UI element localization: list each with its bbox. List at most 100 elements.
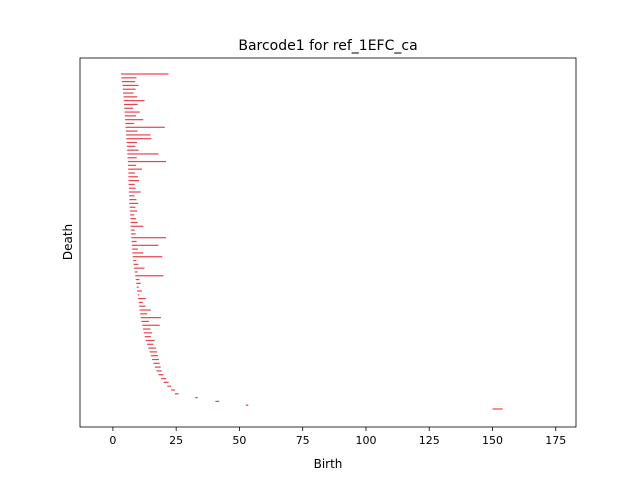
barcode-bar: [128, 164, 137, 166]
barcode-bar: [150, 355, 158, 357]
barcode-bar: [120, 73, 169, 75]
barcode-bar: [128, 183, 135, 185]
barcode-bar: [125, 130, 138, 132]
barcode-bar: [128, 176, 138, 178]
barcode-bar: [130, 225, 144, 227]
barcode-bar: [128, 191, 141, 193]
barcode-bar: [138, 298, 146, 300]
barcode-bar: [128, 179, 140, 182]
barcode-bar: [136, 286, 139, 288]
barcode-bar: [134, 267, 145, 269]
barcode-bar: [135, 278, 140, 281]
barcode-bar: [126, 145, 136, 147]
barcode-bar: [152, 358, 159, 361]
barcode-bar: [130, 218, 136, 220]
barcode-bar: [156, 370, 162, 372]
barcode-bar: [133, 263, 139, 265]
barcode-bar: [129, 195, 135, 197]
chart-title: Barcode1 for ref_1EFC_ca: [238, 38, 417, 54]
barcode-bar: [123, 92, 134, 94]
x-tick-label: 175: [545, 434, 566, 447]
barcode-bar: [122, 84, 139, 87]
barcode-bar: [139, 305, 146, 307]
barcode-bar: [127, 149, 139, 151]
barcode-bar: [129, 199, 137, 201]
barcode-bar: [128, 187, 136, 189]
barcode-bar: [137, 290, 142, 292]
barcode-bar: [128, 168, 142, 170]
barcode-bar: [126, 134, 151, 136]
x-tick-label: 50: [232, 434, 246, 447]
barcode-bar: [126, 138, 152, 140]
barcode-bar: [195, 396, 198, 399]
barcode-bar: [123, 100, 145, 102]
barcode-bar: [123, 96, 138, 98]
barcode-bar: [171, 389, 175, 391]
barcode-bar: [163, 381, 169, 383]
barcode-bar: [132, 256, 163, 258]
bars-group: [120, 73, 503, 410]
x-tick-label: 0: [109, 434, 116, 447]
barcode-bar: [130, 221, 138, 224]
barcode-bar: [127, 160, 167, 163]
barcode-bar: [129, 206, 136, 208]
x-tick-label: 75: [296, 434, 310, 447]
barcode-bar: [153, 362, 160, 364]
barcode-bar: [125, 119, 144, 121]
barcode-bar: [141, 320, 149, 323]
barcode-bar: [135, 275, 164, 277]
barcode-bar: [142, 324, 160, 326]
barcode-bar: [122, 88, 136, 90]
x-axis-ticks: 0 25 50 75 100 125 150 175: [109, 427, 566, 447]
barcode-bar: [127, 157, 137, 159]
barcode-bar: [124, 107, 134, 109]
barcode-bar: [131, 240, 137, 243]
barcode-bar: [124, 115, 136, 117]
barcode-bar: [131, 244, 159, 246]
barcode-bar: [144, 336, 151, 338]
barcode-bar: [160, 377, 167, 380]
barcode-bar: [131, 233, 136, 235]
barcode-bar: [140, 313, 148, 315]
barcode-bar: [127, 153, 159, 155]
barcode-bar: [125, 126, 165, 128]
barcode-bar: [167, 385, 172, 387]
barcode-bar: [245, 404, 249, 406]
barcode-bar: [129, 210, 138, 212]
barcode-bar: [122, 81, 136, 83]
barcode-bar: [132, 248, 138, 250]
barcode-bar: [143, 332, 153, 334]
barcode-bar: [134, 271, 138, 273]
barcode-bar: [143, 328, 151, 330]
x-tick-label: 125: [419, 434, 440, 447]
barcode-bar: [133, 259, 137, 262]
barcode-bar: [154, 366, 161, 368]
barcode-bar: [129, 202, 139, 205]
x-tick-label: 150: [482, 434, 503, 447]
y-axis-label: Death: [61, 224, 75, 260]
barcode-bar: [131, 237, 167, 239]
x-axis-label: Birth: [314, 457, 343, 471]
barcode-bar: [138, 301, 143, 304]
x-tick-label: 100: [355, 434, 376, 447]
barcode-bar: [145, 339, 155, 342]
barcode-bar: [124, 103, 138, 106]
barcode-bar: [124, 111, 140, 113]
barcode-bar: [140, 317, 161, 319]
barcode-bar: [136, 282, 141, 284]
barcode-bar: [149, 351, 158, 353]
barcode-bar: [147, 343, 154, 345]
x-tick-label: 25: [169, 434, 183, 447]
barcode-bar: [121, 77, 137, 79]
barcode-bar: [128, 172, 135, 174]
barcode-bar: [174, 393, 179, 395]
barcode-bar: [125, 122, 135, 125]
barcode-bar: [126, 141, 137, 144]
barcode-bar: [215, 400, 220, 402]
plot-frame: [79, 57, 577, 428]
barcode-bar: [132, 252, 144, 254]
barcode-bar: [148, 347, 156, 349]
barcode-bar: [158, 374, 164, 376]
